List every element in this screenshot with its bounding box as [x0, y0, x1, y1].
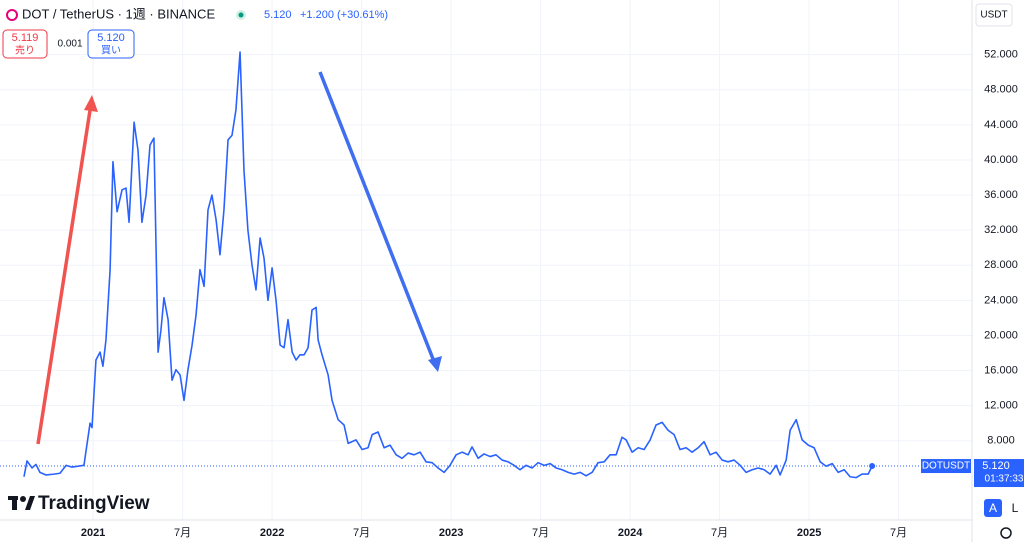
- x-tick-label: 2022: [260, 527, 284, 539]
- x-tick-label: 2023: [439, 527, 463, 539]
- price-tag: [974, 459, 1024, 488]
- y-tick-label: 36.000: [984, 189, 1018, 201]
- market-status-dot: [238, 12, 244, 18]
- x-tick-label: 7月: [532, 527, 549, 539]
- countdown: 01:37:33: [985, 474, 1024, 485]
- last-point: [869, 463, 876, 470]
- x-tick-label: 2021: [81, 527, 105, 539]
- y-tick-label: 28.000: [984, 259, 1018, 271]
- grid: [0, 0, 972, 520]
- currency: USDT: [980, 10, 1007, 21]
- plot: [0, 51, 972, 479]
- header-price: 5.120: [264, 9, 292, 21]
- auto-scale: A: [989, 501, 997, 515]
- y-tick-label: 20.000: [984, 329, 1018, 341]
- y-tick-label: 44.000: [984, 119, 1018, 131]
- x-tick-label: 7月: [174, 527, 191, 539]
- brand: TradingView: [38, 493, 150, 514]
- up-arrow: [36, 95, 98, 445]
- y-tick-label: 12.000: [984, 400, 1018, 412]
- y-tick-label: 16.000: [984, 364, 1018, 376]
- auto-scale-button[interactable]: [984, 499, 1002, 517]
- x-tick-label: 7月: [711, 527, 728, 539]
- y-tick-label: 52.000: [984, 49, 1018, 61]
- currency-button[interactable]: [975, 3, 1013, 27]
- x-tick-label: 2024: [618, 527, 643, 539]
- y-tick-label: 48.000: [984, 84, 1018, 96]
- spread: 0.001: [57, 39, 82, 50]
- sell-price: 5.119: [12, 32, 39, 44]
- buy-price: 5.120: [97, 32, 125, 44]
- down-arrow: [318, 71, 442, 372]
- buy-label: 買い: [101, 45, 121, 57]
- symbol-tag: [921, 459, 971, 474]
- price-tag-label: 5.120: [982, 460, 1010, 472]
- x-tick-label: 7月: [890, 527, 907, 539]
- x-tick-label: 7月: [353, 527, 370, 539]
- sell-label: 売り: [15, 44, 35, 57]
- y-tick-label: 40.000: [984, 154, 1018, 166]
- y-tick-label: 32.000: [984, 224, 1018, 236]
- header-change: +1.200 (+30.61%): [300, 9, 388, 21]
- settings-button[interactable]: [1000, 527, 1012, 539]
- symbol-tag-label: DOTUSDT: [922, 461, 970, 472]
- y-tick-label: 24.000: [984, 294, 1018, 306]
- log-scale[interactable]: L: [1012, 501, 1019, 515]
- x-tick-label: 2025: [797, 527, 821, 539]
- sell-button[interactable]: [2, 29, 48, 59]
- brand-logo: [8, 496, 35, 510]
- buy-button[interactable]: [87, 29, 135, 59]
- y-tick-label: 8.000: [987, 435, 1015, 447]
- symbol-icon: [6, 9, 18, 21]
- symbol-title[interactable]: DOT / TetherUS · 1週 · BINANCE: [22, 6, 215, 21]
- price-line: [23, 51, 873, 479]
